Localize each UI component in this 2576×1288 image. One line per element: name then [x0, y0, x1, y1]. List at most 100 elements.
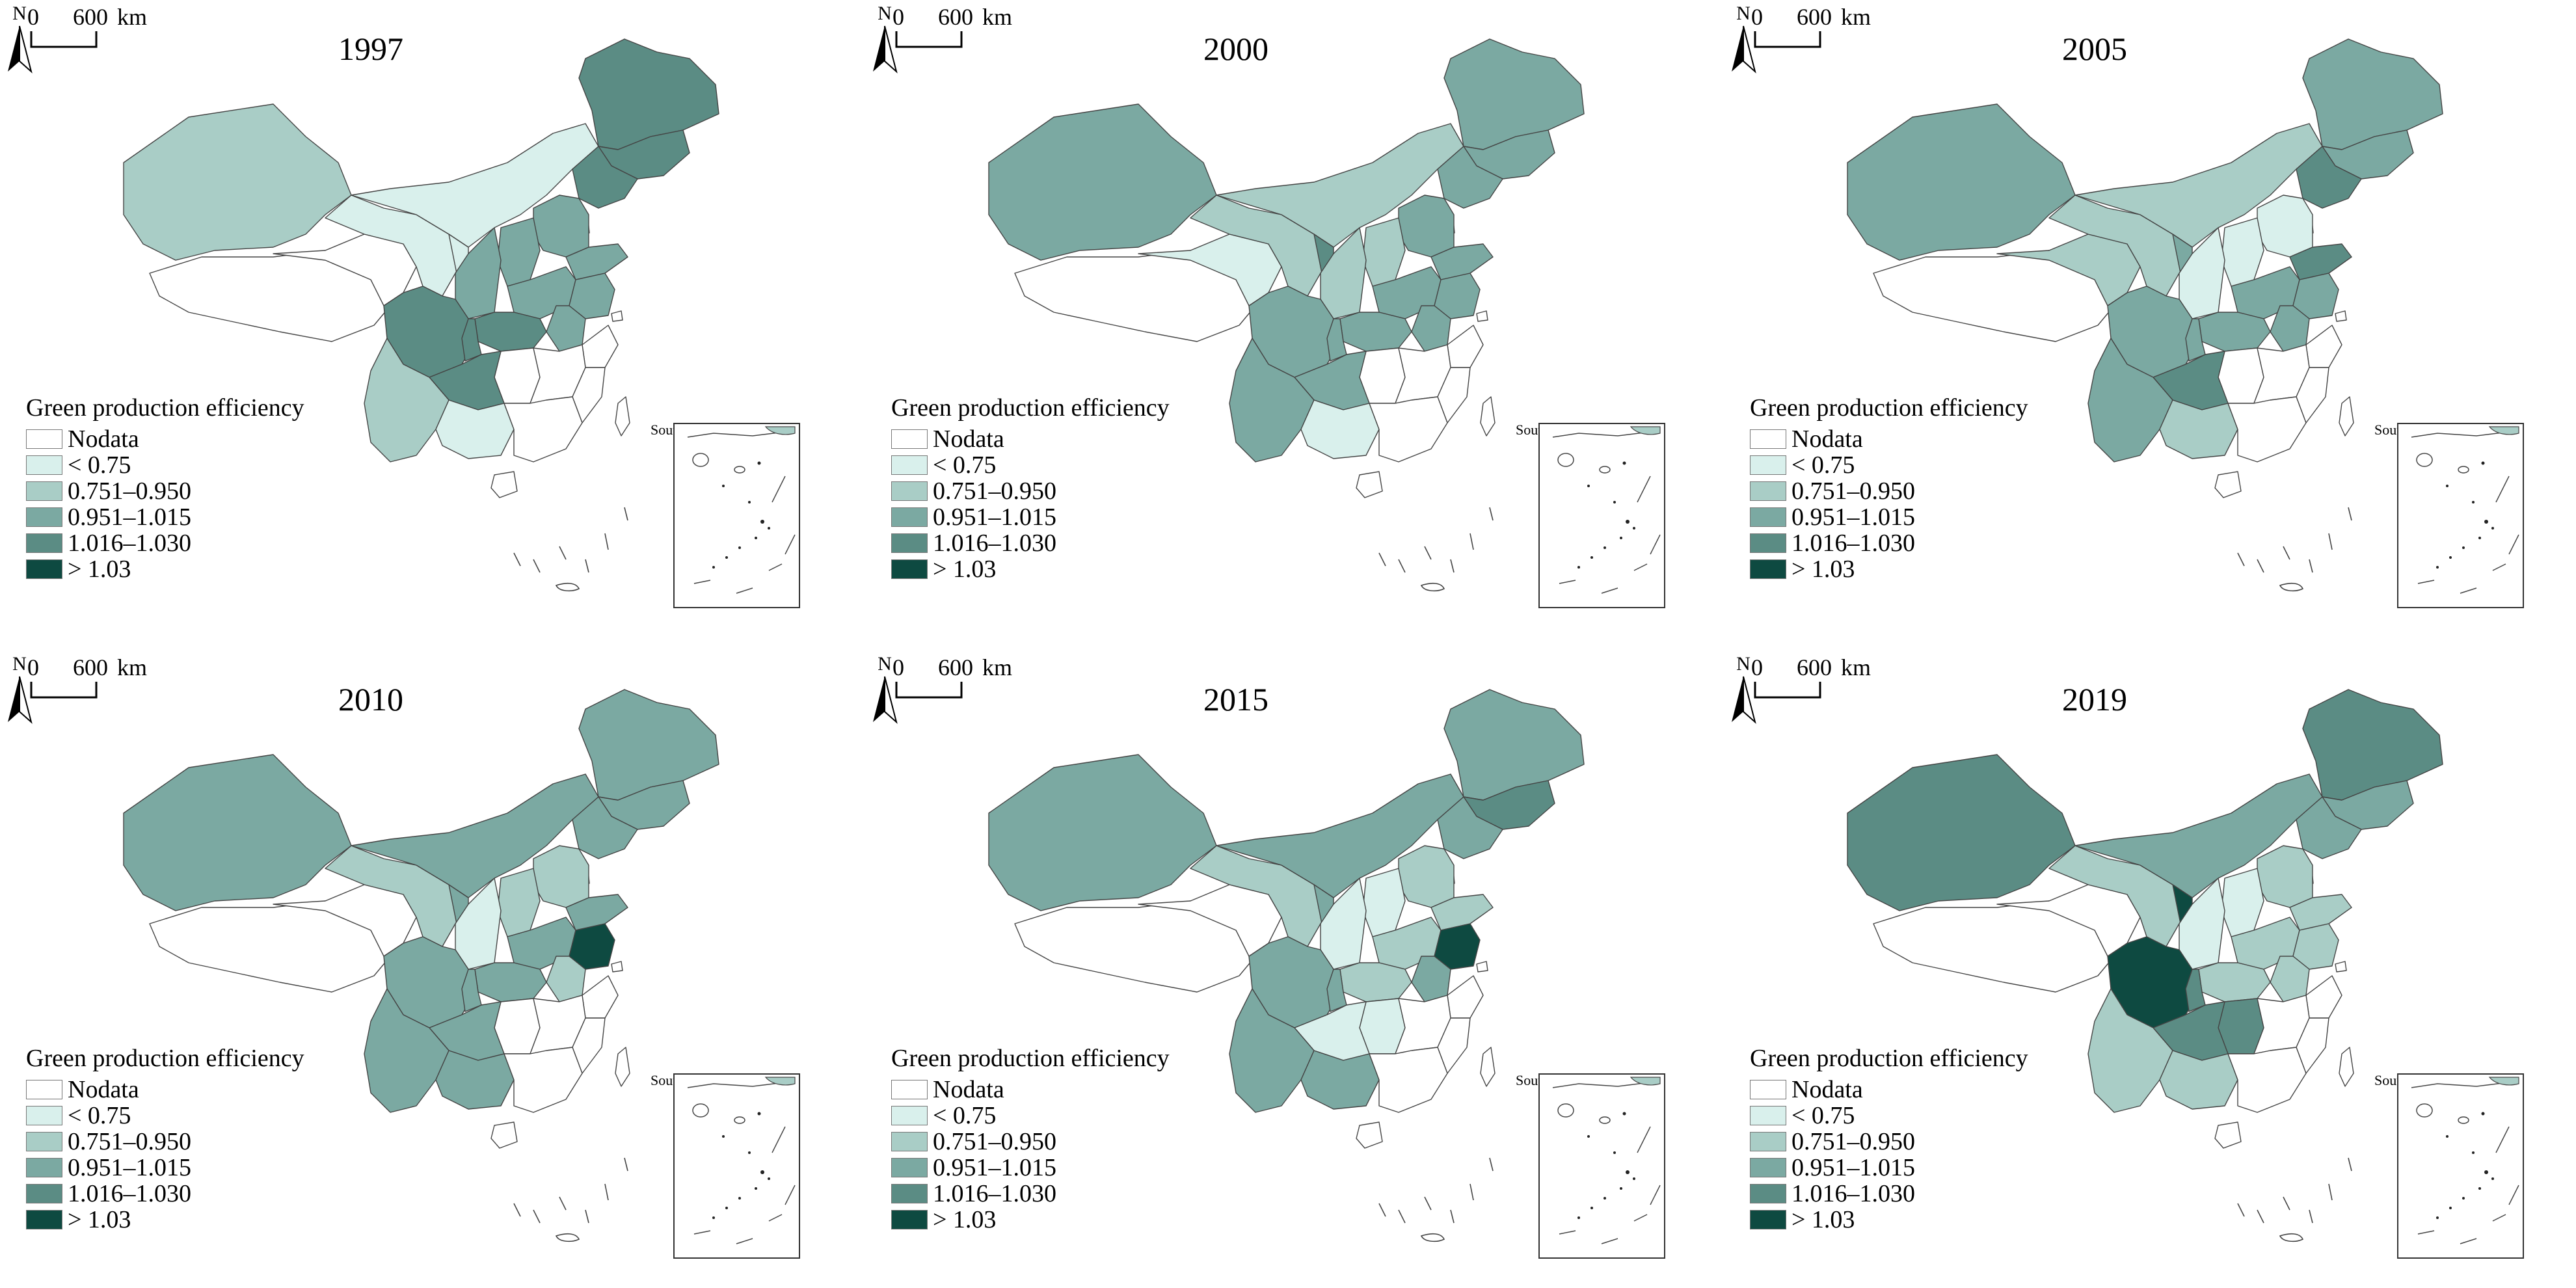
province-liaoning — [2296, 796, 2362, 859]
legend-label: Nodata — [1791, 425, 1863, 453]
legend-swatch — [26, 1106, 62, 1125]
legend-label: 1.016–1.030 — [1791, 1180, 1915, 1207]
north-label: N — [878, 3, 892, 24]
legend-item: 0.751–0.950 — [891, 1128, 1170, 1155]
legend-item: 0.751–0.950 — [26, 477, 304, 505]
province-yunnan — [1229, 988, 1315, 1113]
scale-bar-end: 600 — [938, 654, 973, 680]
legend-item: 0.951–1.015 — [1750, 1154, 2028, 1181]
province-shanxi — [2221, 868, 2264, 937]
legend-item: 0.951–1.015 — [891, 1154, 1170, 1181]
legend-swatch — [26, 533, 62, 553]
province-heilongjiang — [578, 689, 719, 801]
province-liaoning — [1437, 796, 1503, 859]
scale-bar: 0 600 km — [1751, 4, 1871, 48]
legend-swatch — [891, 1132, 928, 1151]
province-hubei — [1339, 962, 1412, 1002]
province-hebei — [2257, 845, 2313, 908]
province-taiwan — [615, 1047, 630, 1087]
island-outline — [513, 552, 521, 567]
province-guangxi — [2159, 1050, 2238, 1110]
legend-swatch — [1750, 507, 1786, 527]
legend-item: 0.751–0.950 — [1750, 477, 2028, 505]
province-map — [988, 38, 1585, 592]
legend-swatch — [26, 1132, 62, 1151]
scale-bar: 0 600 km — [27, 4, 147, 48]
scale-bar-unit: km — [117, 654, 147, 680]
legend-title: Green production efficiency — [26, 1045, 304, 1072]
south-china-sea-inset — [673, 423, 800, 608]
island-outline — [533, 559, 541, 573]
map-panel-1997: 1997 N 0 600 km Green production efficie… — [0, 0, 846, 624]
island-outline — [1398, 559, 1406, 573]
legend-label: Nodata — [933, 1076, 1004, 1103]
north-arrow-icon: N — [1732, 653, 1756, 724]
legend-item: 0.951–1.015 — [891, 503, 1170, 531]
island-outline — [1450, 559, 1455, 573]
island-outline — [585, 1209, 589, 1224]
province-hainan — [2214, 1121, 2242, 1149]
scale-bar: 0 600 km — [1751, 654, 1871, 699]
legend-label: < 0.75 — [933, 1102, 997, 1129]
province-yunnan — [2087, 338, 2173, 463]
legend-item: < 0.75 — [1750, 451, 2028, 479]
province-xinjiang — [988, 103, 1217, 261]
map-panel-2010: 2010 N 0 600 km Green production efficie… — [0, 651, 846, 1275]
legend-swatch — [891, 1080, 928, 1099]
province-guangxi — [1300, 399, 1380, 459]
legend-swatch — [891, 1210, 928, 1229]
legend-label: 0.751–0.950 — [1791, 477, 1915, 505]
scale-bar-unit: km — [1841, 4, 1871, 30]
province-heilongjiang — [2302, 38, 2443, 150]
legend-label: 0.751–0.950 — [933, 477, 1056, 505]
legend-label: 0.751–0.950 — [68, 477, 191, 505]
north-arrow-icon: N — [8, 3, 33, 74]
legend-swatch — [891, 533, 928, 553]
north-label: N — [12, 3, 27, 24]
province-liaoning — [572, 146, 638, 209]
province-hebei — [1398, 195, 1455, 258]
legend: Green production efficiency Nodata < 0.75… — [1750, 1044, 2028, 1233]
map-year-title: 2015 — [1203, 681, 1268, 718]
map-year-title: 2000 — [1203, 31, 1268, 67]
legend-label: Nodata — [1791, 1076, 1863, 1103]
legend-item: 0.951–1.015 — [1750, 503, 2028, 531]
legend-title: Green production efficiency — [1750, 394, 2028, 422]
province-liaoning — [1437, 146, 1503, 209]
scale-bar-start: 0 — [1751, 654, 1763, 680]
province-heilongjiang — [1443, 689, 1585, 801]
legend-item: > 1.03 — [891, 1206, 1170, 1233]
province-shanghai — [611, 310, 623, 322]
province-hainan — [490, 471, 518, 498]
province-hainan — [1356, 471, 1383, 498]
island-outline — [1489, 1157, 1494, 1172]
legend-label: 0.951–1.015 — [1791, 1154, 1915, 1181]
legend-label: Nodata — [68, 425, 139, 453]
province-shanxi — [497, 217, 541, 287]
map-panel-2005: 2005 N 0 600 km Green production efficie… — [1724, 0, 2569, 624]
province-hebei — [533, 195, 589, 258]
island-outline — [2348, 1157, 2352, 1172]
province-map — [1847, 38, 2443, 592]
legend-item: 0.951–1.015 — [26, 503, 304, 531]
legend-title: Green production efficiency — [891, 394, 1170, 422]
legend-swatch — [26, 481, 62, 501]
province-guangdong — [1369, 1047, 1448, 1113]
province-tibet — [149, 250, 391, 342]
island-outline — [2279, 582, 2304, 592]
province-taiwan — [1480, 396, 1496, 436]
province-qinghai — [1996, 884, 2141, 957]
legend-label: > 1.03 — [68, 1206, 131, 1233]
scale-bar-start: 0 — [27, 654, 39, 680]
legend-title: Green production efficiency — [26, 394, 304, 422]
island-outline — [533, 1209, 541, 1224]
province-yunnan — [364, 338, 449, 463]
province-shanxi — [2221, 217, 2264, 287]
province-zhejiang — [1447, 325, 1484, 368]
scale-bar-start: 0 — [27, 4, 39, 30]
province-xinjiang — [123, 754, 352, 911]
legend-swatch — [891, 559, 928, 579]
scale-bar-start: 0 — [892, 654, 904, 680]
island-outline — [559, 546, 567, 560]
scale-bar-start: 0 — [1751, 4, 1763, 30]
